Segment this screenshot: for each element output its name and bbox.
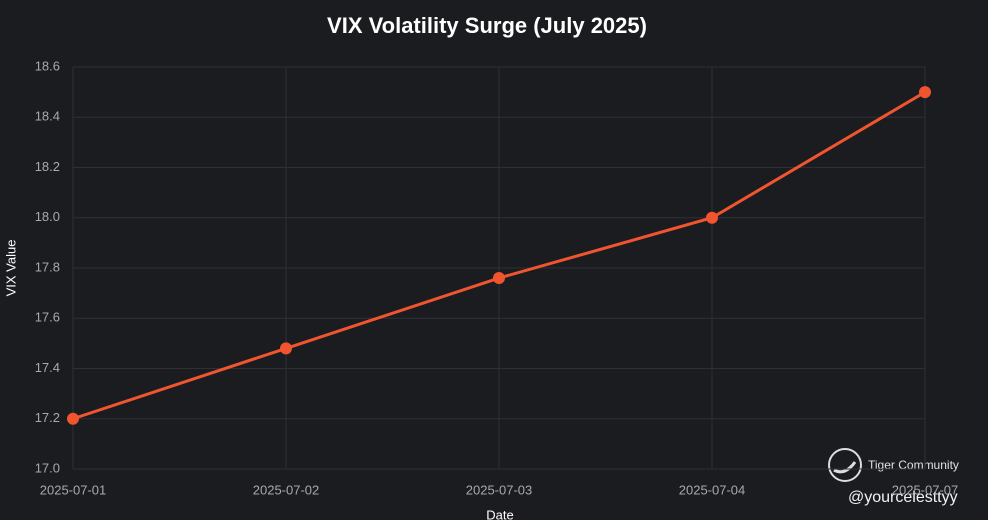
y-axis-label: VIX Value bbox=[3, 240, 18, 297]
point bbox=[706, 211, 718, 224]
watermark-icon-stroke bbox=[833, 461, 857, 474]
point bbox=[919, 86, 931, 99]
y-tick-label: 18.2 bbox=[35, 159, 60, 174]
watermark-brand: Tiger Community bbox=[868, 458, 959, 472]
y-tick-label: 17.0 bbox=[35, 460, 60, 475]
x-axis-label: Date bbox=[486, 507, 513, 520]
y-tick-label: 18.6 bbox=[35, 58, 60, 73]
y-tick-label: 17.8 bbox=[35, 259, 60, 274]
x-tick-label: 2025-07-02 bbox=[253, 482, 320, 497]
point bbox=[67, 412, 79, 425]
plot-area: 17.0 17.2 17.4 17.6 17.8 18.0 18.2 18.4 18.6 2025… bbox=[35, 58, 959, 497]
y-tick-label: 18.4 bbox=[35, 109, 60, 124]
y-tick-label: 17.4 bbox=[35, 360, 60, 375]
x-tick-label: 2025-07-07 bbox=[892, 482, 959, 497]
x-tick-label: 2025-07-03 bbox=[466, 482, 533, 497]
point bbox=[280, 342, 292, 355]
watermark-handle: @yourcelesttyy bbox=[848, 489, 958, 506]
y-tick-label: 17.6 bbox=[35, 310, 60, 325]
x-tick-label: 2025-07-04 bbox=[679, 482, 746, 497]
x-tick-label: 2025-07-01 bbox=[40, 482, 107, 497]
point bbox=[493, 272, 505, 285]
chart-title: VIX Volatility Surge (July 2025) bbox=[327, 13, 647, 38]
y-tick-label: 18.0 bbox=[35, 209, 60, 224]
y-tick-label: 17.2 bbox=[35, 410, 60, 425]
watermark-icon bbox=[828, 448, 862, 482]
